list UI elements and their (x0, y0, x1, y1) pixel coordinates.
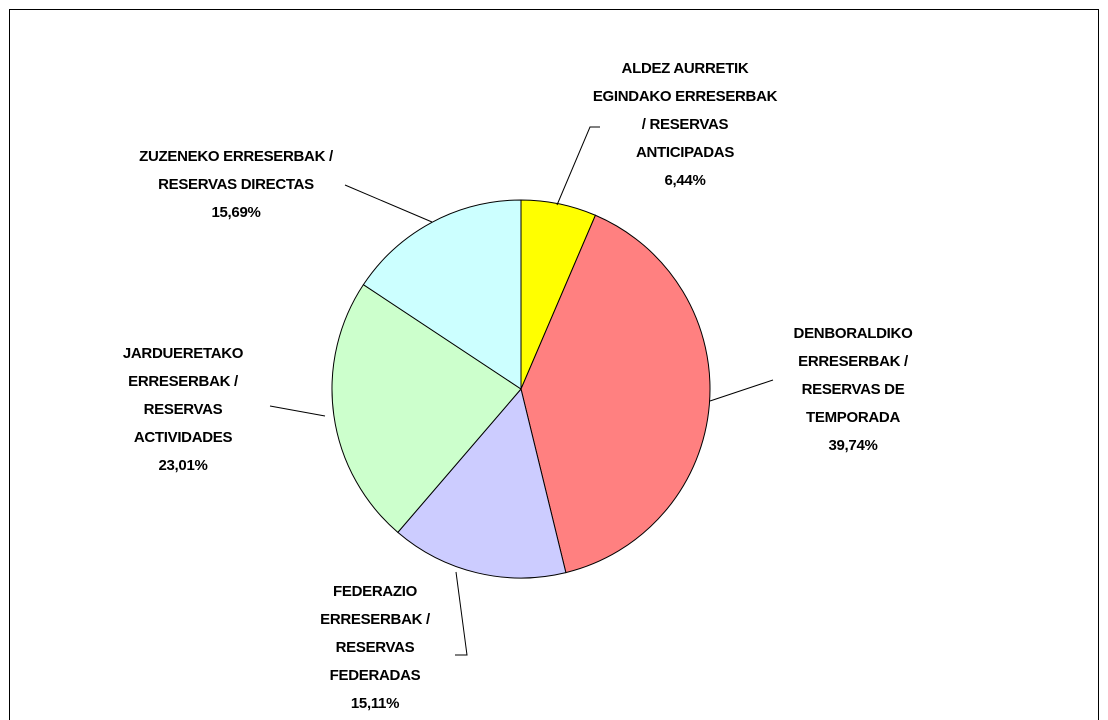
slice-label: ALDEZ AURRETIK EGINDAKO ERRESERBAK / RES… (593, 55, 778, 195)
slice-label: DENBORALDIKO ERRESERBAK / RESERVAS DE TE… (768, 320, 938, 460)
category-label: ZUZENEKO ERRESERBAK / RESERVAS DIRECTAS (139, 148, 333, 193)
category-label: JARDUERETAKO ERRESERBAK / RESERVAS ACTIV… (122, 345, 244, 446)
pie-slice (331, 283, 522, 534)
leader-line (344, 184, 433, 223)
leader-line (455, 571, 468, 656)
pie-slice (362, 199, 522, 390)
category-label: DENBORALDIKO ERRESERBAK / RESERVAS DE TE… (793, 325, 913, 426)
pie-slice (397, 387, 567, 579)
value-label: 6,44% (664, 172, 706, 189)
slice-label: FEDERAZIO ERRESERBAK / RESERVAS FEDERADA… (293, 578, 458, 718)
value-label: 23,01% (158, 457, 208, 474)
category-label: FEDERAZIO ERRESERBAK / RESERVAS FEDERADA… (320, 583, 430, 684)
value-label: 15,69% (211, 204, 261, 221)
leader-line (556, 126, 600, 206)
leader-line (269, 405, 326, 417)
slice-label: ZUZENEKO ERRESERBAK / RESERVAS DIRECTAS 1… (129, 143, 344, 227)
slice-label: JARDUERETAKO ERRESERBAK / RESERVAS ACTIV… (103, 340, 263, 480)
category-label: ALDEZ AURRETIK EGINDAKO ERRESERBAK / RES… (592, 60, 778, 161)
value-label: 15,11% (350, 695, 400, 712)
pie-slice (520, 214, 711, 574)
leader-line (709, 379, 774, 402)
value-label: 39,74% (828, 437, 878, 454)
